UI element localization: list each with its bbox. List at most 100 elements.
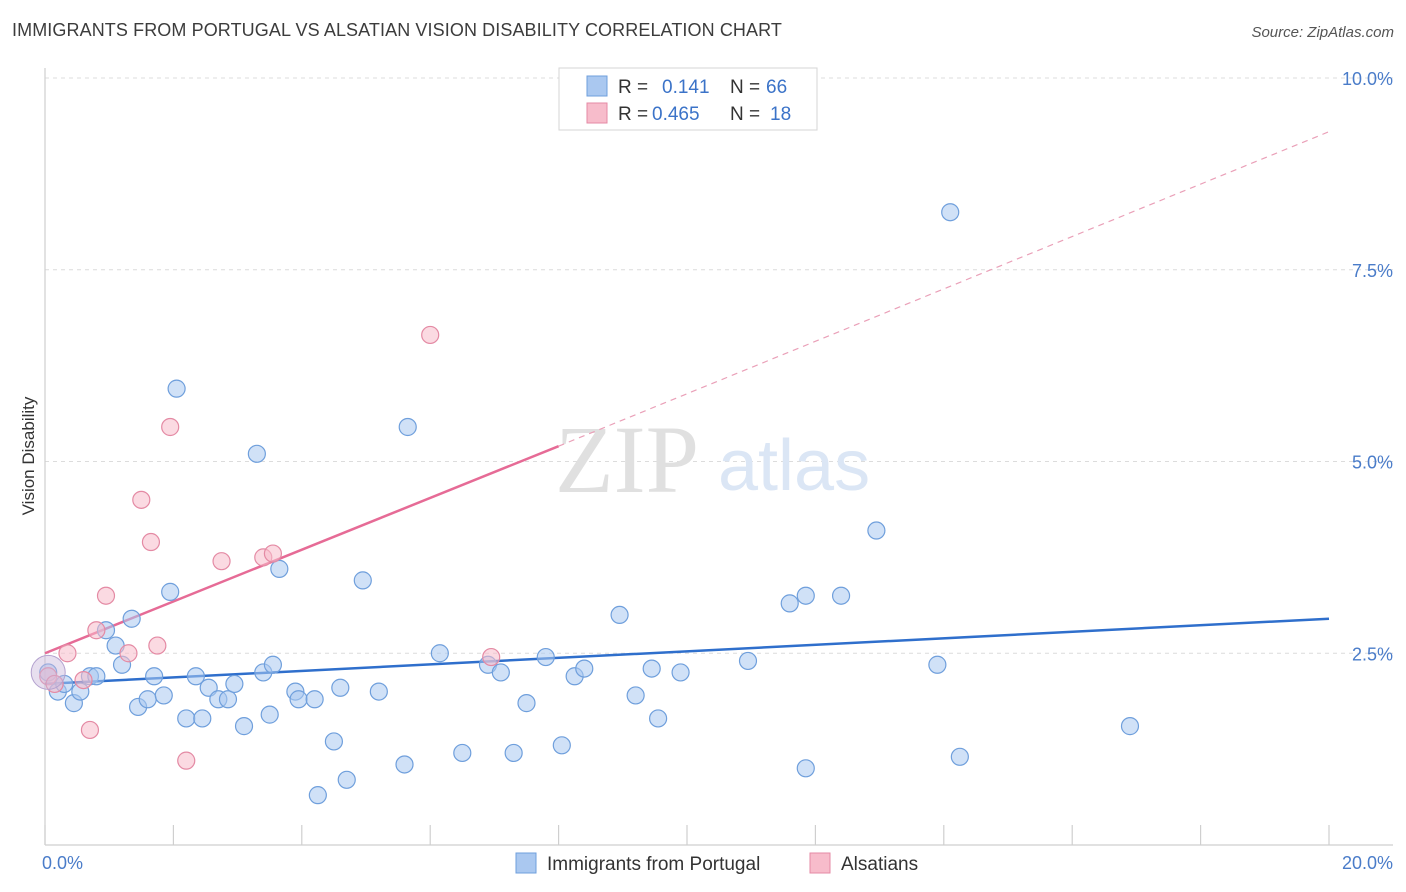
legend-r-value-2: 0.465 [652, 104, 700, 125]
point-series-0-41 [430, 644, 449, 663]
point-series-0-56 [738, 651, 758, 671]
point-series-0-40 [398, 417, 417, 437]
point-series-0-15 [161, 582, 180, 601]
source-label: Source: ZipAtlas.com [1251, 24, 1394, 41]
point-series-0-54 [649, 709, 668, 728]
point-series-0-52 [626, 686, 645, 705]
point-series-0-12 [138, 690, 157, 709]
point-series-0-55 [671, 663, 690, 682]
point-series-1-1 [45, 674, 64, 694]
point-series-1-17 [482, 647, 501, 667]
x-tick-label-min: 0.0% [42, 853, 83, 873]
point-series-0-16 [167, 379, 186, 398]
y-tick-label-2: 7.5% [1352, 261, 1393, 281]
point-series-1-12 [177, 751, 196, 770]
point-series-0-46 [517, 694, 536, 713]
y-tick-labels: 2.5% 5.0% 7.5% 10.0% [1342, 69, 1393, 664]
point-series-0-10 [122, 609, 141, 628]
point-series-0-29 [270, 559, 289, 578]
point-series-0-34 [324, 732, 343, 751]
bottom-legend-label-alsatians: Alsatians [841, 854, 918, 875]
point-series-0-61 [867, 521, 886, 540]
legend-n-label-2: N = [730, 104, 760, 125]
trendline-series-1 [44, 445, 560, 655]
point-series-1-7 [119, 644, 138, 663]
point-series-0-37 [353, 571, 372, 590]
point-series-0-27 [260, 705, 279, 724]
point-series-0-13 [145, 667, 164, 686]
point-series-0-50 [575, 659, 594, 678]
point-series-0-53 [642, 659, 661, 678]
point-series-0-42 [453, 743, 472, 763]
legend-r-value-1: 0.141 [662, 77, 710, 98]
point-series-0-60 [831, 586, 851, 605]
point-series-0-33 [308, 786, 327, 805]
point-series-0-18 [186, 667, 205, 686]
point-cluster-origin [30, 654, 66, 690]
point-series-0-58 [796, 586, 815, 605]
point-series-0-59 [796, 759, 815, 778]
point-series-1-2 [58, 644, 77, 663]
point-series-0-31 [289, 690, 308, 709]
point-series-0-39 [395, 755, 414, 774]
point-series-0-25 [247, 444, 266, 463]
point-series-0-24 [234, 717, 254, 736]
point-series-0-17 [177, 709, 196, 728]
point-series-0-63 [950, 747, 969, 766]
point-series-0-57 [780, 594, 799, 613]
point-series-1-9 [141, 532, 161, 552]
point-series-0-19 [193, 709, 212, 728]
trendline-extension-series-1 [558, 131, 1330, 447]
chart-title: IMMIGRANTS FROM PORTUGAL VS ALSATIAN VIS… [12, 20, 783, 40]
point-series-1-6 [96, 586, 116, 605]
point-series-0-23 [225, 674, 244, 694]
bottom-legend-swatch-portugal [515, 852, 537, 874]
point-series-1-10 [148, 636, 167, 655]
y-tick-label-3: 10.0% [1342, 69, 1393, 89]
point-series-0-28 [263, 655, 283, 674]
point-series-0-47 [536, 647, 555, 667]
y-tick-label-0: 2.5% [1352, 644, 1393, 664]
point-series-0-38 [369, 682, 388, 701]
point-series-0-64 [941, 203, 960, 222]
x-tick-label-max: 20.0% [1342, 853, 1393, 873]
point-series-1-15 [263, 544, 283, 563]
point-series-1-13 [212, 552, 231, 571]
watermark-zip: ZIP [555, 406, 699, 513]
scatter-points [30, 203, 1140, 805]
watermark-atlas: atlas [718, 426, 870, 506]
y-tick-label-1: 5.0% [1352, 453, 1393, 473]
legend-n-label-1: N = [730, 77, 760, 98]
point-series-1-5 [87, 621, 106, 640]
point-series-0-22 [218, 690, 238, 709]
x-tick-marks [44, 825, 1330, 845]
bottom-legend-label-portugal: Immigrants from Portugal [547, 854, 760, 875]
point-series-0-36 [337, 770, 356, 789]
axes [44, 68, 1393, 846]
point-series-0-14 [154, 686, 173, 705]
legend-swatch-portugal [586, 75, 608, 97]
bottom-legend: Immigrants from Portugal Alsatians [515, 852, 918, 875]
point-series-0-32 [305, 690, 324, 709]
watermark: ZIP atlas [555, 406, 870, 513]
point-series-1-3 [74, 670, 93, 690]
point-series-0-44 [491, 663, 510, 682]
legend-n-value-2: 18 [770, 104, 791, 125]
y-axis-title: Vision Disability [19, 396, 38, 515]
point-series-0-51 [610, 605, 629, 625]
point-series-1-4 [80, 720, 100, 740]
legend-r-label-1: R = [618, 77, 648, 98]
point-series-0-65 [1120, 717, 1140, 736]
legend-swatch-alsatians [586, 102, 608, 124]
point-series-0-35 [331, 678, 350, 697]
legend-n-value-1: 66 [766, 77, 787, 98]
legend-r-label-2: R = [618, 104, 648, 125]
point-series-1-8 [132, 490, 151, 509]
bottom-legend-swatch-alsatians [809, 852, 831, 874]
legend-box: R = 0.141 N = 66 R = 0.465 N = 18 [558, 67, 818, 131]
point-series-0-48 [552, 736, 571, 755]
point-series-0-62 [928, 655, 947, 674]
point-series-0-45 [504, 743, 523, 763]
gridlines [45, 77, 1393, 654]
